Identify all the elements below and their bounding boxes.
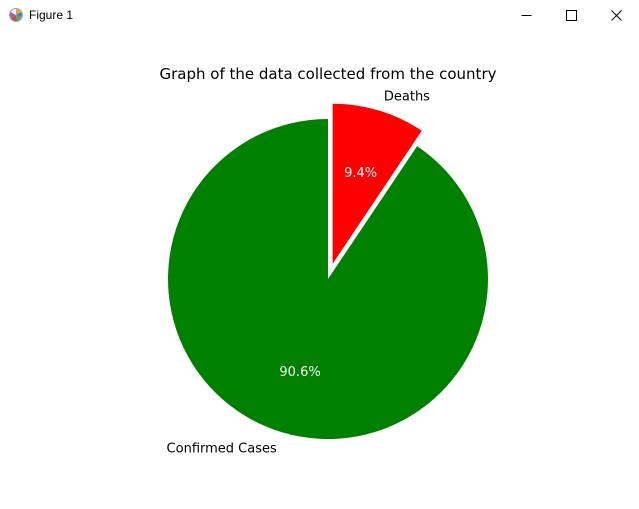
title-bar[interactable]: Figure 1 <box>0 0 639 30</box>
pie-category-label-deaths: Deaths <box>384 89 430 104</box>
window-title: Figure 1 <box>29 8 74 22</box>
close-button[interactable] <box>593 0 639 30</box>
pie-slice-confirmed-cases <box>168 119 489 440</box>
maximize-icon <box>565 9 577 21</box>
minimize-icon <box>521 14 531 16</box>
pie-slice-deaths <box>332 103 422 264</box>
minimize-button[interactable] <box>503 0 549 30</box>
pie-percent-label-deaths: 9.4% <box>344 166 377 181</box>
figure-canvas[interactable]: Graph of the data collected from the cou… <box>0 30 639 509</box>
matplotlib-app-icon <box>8 7 24 23</box>
pie-chart: Graph of the data collected from the cou… <box>159 65 496 456</box>
pie-percent-label-confirmed-cases: 90.6% <box>279 365 320 380</box>
close-icon <box>610 9 622 21</box>
maximize-button[interactable] <box>548 0 594 30</box>
pie-category-label-confirmed-cases: Confirmed Cases <box>167 441 277 456</box>
chart-title: Graph of the data collected from the cou… <box>159 65 496 83</box>
